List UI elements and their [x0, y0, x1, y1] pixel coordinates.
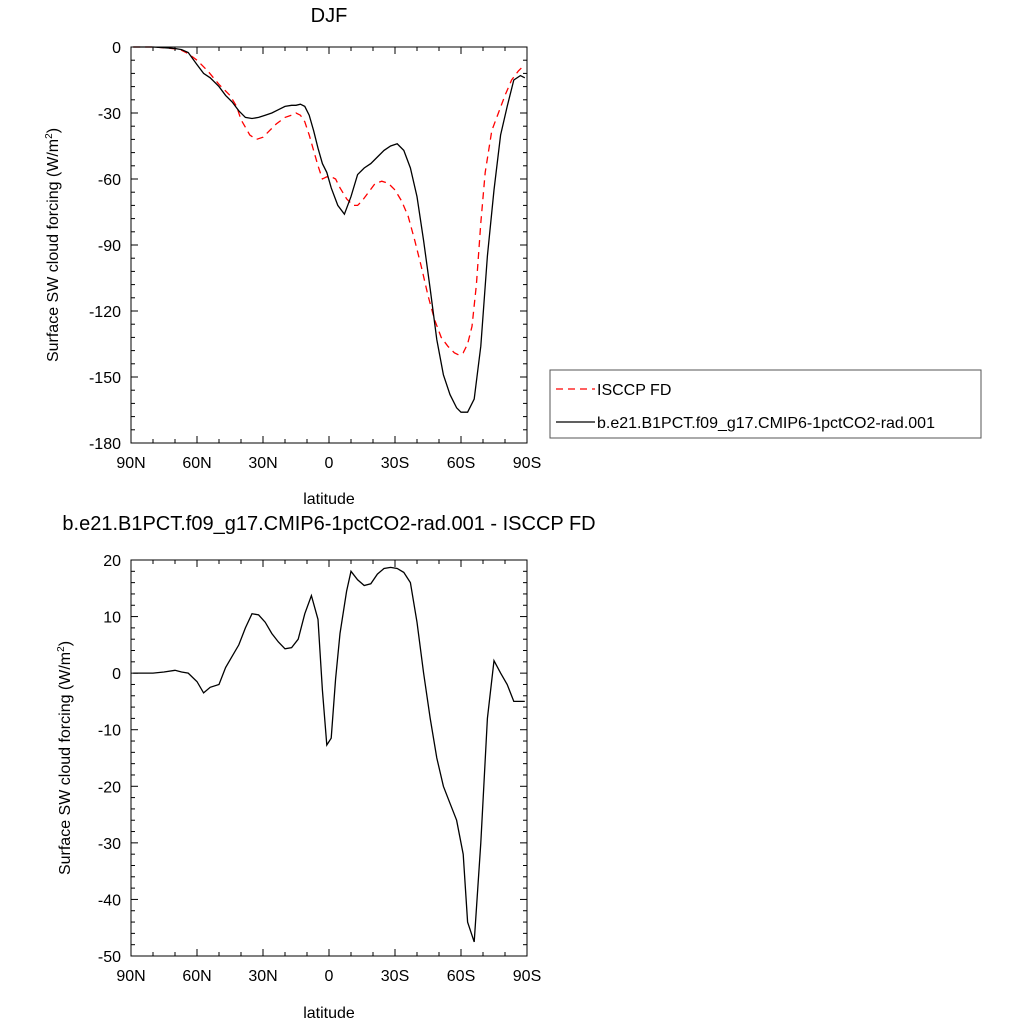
bottom-y-tick-label: -20 — [98, 779, 121, 796]
bottom-x-tick-label: 30S — [381, 968, 409, 985]
bottom-x-tick-label: 90N — [116, 968, 145, 985]
top-y-tick-label: -180 — [89, 436, 121, 453]
bottom-x-tick-label: 60S — [447, 968, 475, 985]
top-y-tick-label: -90 — [98, 238, 121, 255]
bottom-panel: b.e21.B1PCT.f09_g17.CMIP6-1pctCO2-rad.00… — [56, 513, 596, 1022]
top-y-tick-label: -60 — [98, 172, 121, 189]
top-x-tick-label: 90N — [116, 455, 145, 472]
bottom-x-axis-label: latitude — [303, 1005, 355, 1022]
bottom-y-tick-label: -10 — [98, 723, 121, 740]
bottom-x-tick-label: 90S — [513, 968, 541, 985]
top-series-line-0 — [133, 46, 526, 356]
top-y-tick-label: -150 — [89, 370, 121, 387]
bottom-y-axis-label: Surface SW cloud forcing (W/m2) — [56, 641, 74, 875]
top-x-tick-label: 30N — [248, 455, 277, 472]
legend-box — [549, 369, 982, 439]
bottom-y-tick-label: -50 — [98, 949, 121, 966]
bottom-plot-frame — [130, 559, 528, 957]
bottom-panel-title: b.e21.B1PCT.f09_g17.CMIP6-1pctCO2-rad.00… — [62, 513, 595, 535]
bottom-series-line-0 — [133, 566, 525, 943]
top-plot-frame — [130, 46, 528, 444]
top-panel-title: DJF — [311, 5, 348, 27]
bottom-y-tick-label: 10 — [103, 610, 121, 627]
bottom-x-tick-label: 30N — [248, 968, 277, 985]
bottom-x-tick-label: 0 — [325, 968, 334, 985]
top-panel: DJF 90N 60N 30N 0 30S 60S 90S 0 -30 -60 -90 -120 -15… — [44, 5, 541, 508]
bottom-y-tick-label: 0 — [112, 666, 121, 683]
top-x-tick-label: 0 — [325, 455, 334, 472]
top-y-tick-label: -30 — [98, 106, 121, 123]
legend-label-isccp: ISCCP FD — [597, 382, 671, 399]
top-x-tick-label: 60S — [447, 455, 475, 472]
top-x-tick-label: 60N — [182, 455, 211, 472]
top-x-tick-label: 30S — [381, 455, 409, 472]
top-y-tick-label: 0 — [112, 40, 121, 57]
bottom-y-tick-label: 20 — [103, 553, 121, 570]
bottom-y-tick-label: -30 — [98, 836, 121, 853]
legend-label-model: b.e21.B1PCT.f09_g17.CMIP6-1pctCO2-rad.00… — [597, 415, 935, 432]
bottom-y-tick-label: -40 — [98, 892, 121, 909]
top-x-tick-label: 90S — [513, 455, 541, 472]
top-series-line-1 — [133, 46, 526, 413]
top-x-axis-label: latitude — [303, 491, 355, 508]
top-y-tick-label: -120 — [89, 304, 121, 321]
top-y-axis-label: Surface SW cloud forcing (W/m2) — [44, 128, 62, 362]
bottom-x-tick-label: 60N — [182, 968, 211, 985]
legend: ISCCP FD b.e21.B1PCT.f09_g17.CMIP6-1pctC… — [549, 369, 982, 439]
